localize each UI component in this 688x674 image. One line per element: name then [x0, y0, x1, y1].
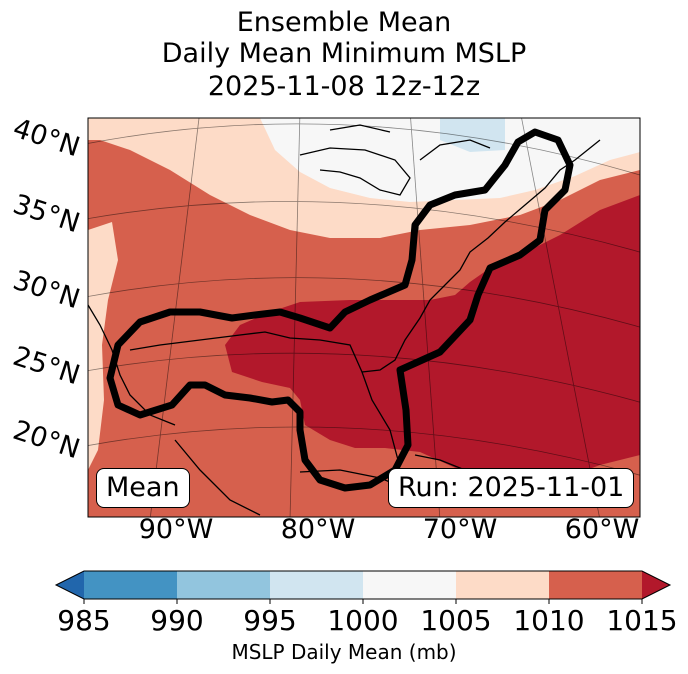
- colorbar-tick-985: 985: [57, 604, 111, 637]
- pressure-field-995-1000: [440, 118, 505, 152]
- colorbar-segment-995-1000: [270, 571, 363, 599]
- mean-box: Mean: [96, 468, 190, 508]
- colorbar-over-arrow: [642, 571, 670, 599]
- title-line-1: Ensemble Mean: [236, 7, 452, 38]
- title-line-3: 2025-11-08 12z-12z: [207, 71, 481, 102]
- colorbar-segment-990-995: [177, 571, 270, 599]
- map-plot-area: [88, 118, 640, 517]
- colorbar: [54, 570, 672, 604]
- ensemble-contour: [106, 128, 574, 492]
- colorbar-tick-1000: 1000: [327, 604, 399, 637]
- lon-label-80w: 80°W: [280, 514, 356, 545]
- pressure-field-1005-1010-west: [88, 222, 118, 470]
- colorbar-tick-990: 990: [150, 604, 204, 637]
- colorbar-tick-1010: 1010: [513, 604, 585, 637]
- map-frame: [87, 117, 641, 518]
- title-line-2: Daily Mean Minimum MSLP: [161, 38, 527, 69]
- pressure-field-above-1015: [225, 195, 640, 485]
- colorbar-under-arrow: [56, 571, 84, 599]
- colorbar-segment-1005-1010: [456, 571, 549, 599]
- lon-label-70w: 70°W: [422, 514, 498, 545]
- lon-label-60w: 60°W: [564, 514, 640, 545]
- colorbar-segment-1000-1005: [363, 571, 456, 599]
- lon-label-90w: 90°W: [138, 514, 214, 545]
- colorbar-tick-1015: 1015: [606, 604, 678, 637]
- colorbar-tick-1005: 1005: [420, 604, 492, 637]
- colorbar-tick-marks: [83, 599, 643, 604]
- colorbar-segment-985-990: [84, 571, 177, 599]
- colorbar-label: MSLP Daily Mean (mb): [231, 640, 457, 664]
- colorbar-tick-995: 995: [243, 604, 297, 637]
- run-date-box: Run: 2025-11-01: [388, 468, 635, 508]
- colorbar-segment-1010-1015: [549, 571, 642, 599]
